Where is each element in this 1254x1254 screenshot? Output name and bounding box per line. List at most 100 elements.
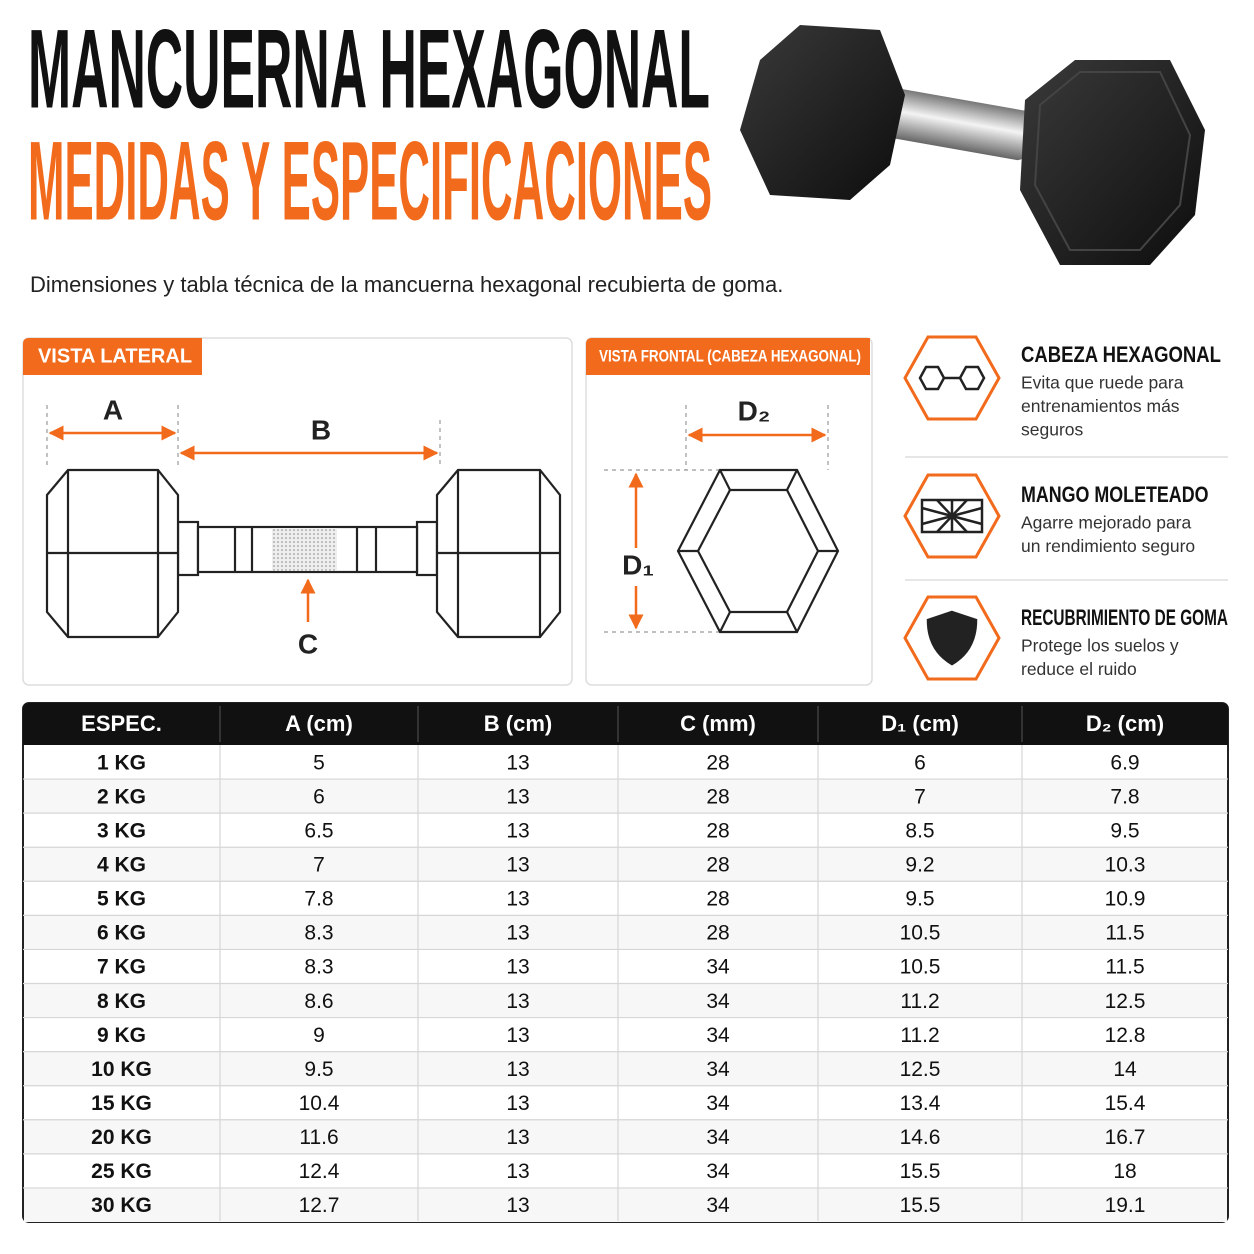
cell: 13 — [506, 922, 529, 945]
row-bg — [24, 779, 1227, 814]
feature-text: un rendimiento seguro — [1021, 536, 1195, 556]
cell: 28 — [706, 785, 729, 808]
row-label: 1 KG — [97, 751, 146, 774]
cell: 13 — [506, 1092, 529, 1115]
cell: 34 — [706, 956, 730, 979]
cell: 13 — [506, 1126, 529, 1149]
feature-title: RECUBRIMIENTO DE GOMA — [1021, 605, 1228, 630]
cell: 34 — [706, 1058, 730, 1081]
feature-icons — [903, 335, 1228, 681]
row-bg — [24, 915, 1227, 950]
dim-a: A — [103, 394, 123, 425]
cell: 13 — [506, 1160, 529, 1183]
column-header: ESPEC. — [81, 711, 162, 736]
cell: 34 — [706, 990, 730, 1013]
cell: 14.6 — [900, 1126, 941, 1149]
cell: 34 — [706, 1126, 730, 1149]
cell: 7.8 — [1110, 785, 1139, 808]
dim-d1: D₁ — [622, 549, 654, 580]
cell: 6.5 — [304, 819, 333, 842]
row-bg — [24, 1051, 1227, 1086]
cell: 7.8 — [304, 888, 333, 911]
column-header: D₁ (cm) — [881, 711, 959, 736]
cell: 28 — [706, 819, 729, 842]
table-header — [23, 703, 1228, 745]
cell: 34 — [706, 1194, 730, 1217]
cell: 10.4 — [299, 1092, 340, 1115]
feature-text: reduce el ruido — [1021, 659, 1137, 679]
cell: 11.6 — [299, 1126, 338, 1149]
cell: 6.9 — [1110, 751, 1139, 774]
row-label: 20 KG — [91, 1126, 152, 1149]
subtitle: MEDIDAS Y ESPECIFICACIONES — [28, 119, 712, 244]
side-label: VISTA LATERAL — [38, 345, 192, 367]
column-header: A (cm) — [285, 711, 353, 736]
cell: 8.5 — [905, 819, 934, 842]
cell: 5 — [313, 751, 325, 774]
cell: 13 — [506, 751, 529, 774]
column-header: D₂ (cm) — [1086, 711, 1164, 736]
column-header: B (cm) — [484, 711, 552, 736]
cell: 28 — [706, 922, 729, 945]
cell: 12.5 — [900, 1058, 941, 1081]
front-label: VISTA FRONTAL (CABEZA HEXAGONAL) — [599, 346, 861, 365]
cell: 9.5 — [304, 1058, 333, 1081]
front-drawing — [604, 405, 840, 634]
cell: 15.4 — [1105, 1092, 1146, 1115]
row-bg — [24, 983, 1227, 1018]
cell: 8.3 — [304, 922, 333, 945]
cell: 11.2 — [900, 1024, 939, 1047]
cell: 12.8 — [1105, 1024, 1146, 1047]
feature-text: seguros — [1021, 420, 1084, 440]
cell: 7 — [313, 854, 325, 877]
dim-b: B — [311, 414, 331, 445]
cell: 13 — [506, 888, 529, 911]
cell: 9.5 — [905, 888, 934, 911]
cell: 13 — [506, 1194, 529, 1217]
table: ESPEC. A (cm) B (cm) C (mm) D₁ (cm) D₂ (cm) 1 … — [23, 706, 1228, 1222]
cell: 8.3 — [304, 956, 333, 979]
cell: 9.5 — [1110, 819, 1139, 842]
cell: 6 — [914, 751, 926, 774]
cell: 12.7 — [299, 1194, 340, 1217]
dumbbell-image — [740, 25, 1205, 265]
cell: 10.9 — [1105, 888, 1146, 911]
features: CABEZA HEXAGONAL Evita que ruede para entr… — [1021, 342, 1228, 679]
cell: 19.1 — [1105, 1194, 1146, 1217]
cell: 10.5 — [900, 956, 941, 979]
row-label: 30 KG — [91, 1194, 152, 1217]
feature-text: entrenamientos más — [1021, 396, 1180, 416]
feature-title: MANGO MOLETEADO — [1021, 482, 1209, 507]
side-drawing — [45, 405, 562, 639]
row-bg — [24, 1187, 1227, 1222]
cell: 12.4 — [299, 1160, 340, 1183]
cell: 14 — [1113, 1058, 1137, 1081]
row-label: 2 KG — [97, 785, 146, 808]
row-label: 25 KG — [91, 1160, 152, 1183]
cell: 13 — [506, 1058, 529, 1081]
title: MANCUERNA HEXAGONAL — [28, 7, 710, 132]
row-bg — [24, 847, 1227, 882]
dim-c: C — [298, 628, 318, 659]
feature-text: Evita que ruede para — [1021, 373, 1184, 393]
row-label: 15 KG — [91, 1092, 152, 1115]
column-header: C (mm) — [680, 711, 756, 736]
cell: 13 — [506, 819, 529, 842]
cell: 13 — [506, 956, 529, 979]
cell: 15.5 — [900, 1194, 941, 1217]
row-label: 7 KG — [97, 956, 146, 979]
cell: 13.4 — [900, 1092, 941, 1115]
cell: 10.5 — [900, 922, 941, 945]
row-label: 10 KG — [91, 1058, 152, 1081]
row-bg — [24, 1119, 1227, 1154]
cell: 11.5 — [1105, 956, 1144, 979]
side-tag — [23, 338, 202, 375]
cell: 34 — [706, 1092, 730, 1115]
feature-text: Agarre mejorado para — [1021, 513, 1191, 533]
cell: 6 — [313, 785, 325, 808]
row-label: 8 KG — [97, 990, 146, 1013]
row-label: 3 KG — [97, 819, 146, 842]
cell: 34 — [706, 1160, 730, 1183]
cell: 13 — [506, 854, 529, 877]
front-tag — [586, 338, 870, 375]
